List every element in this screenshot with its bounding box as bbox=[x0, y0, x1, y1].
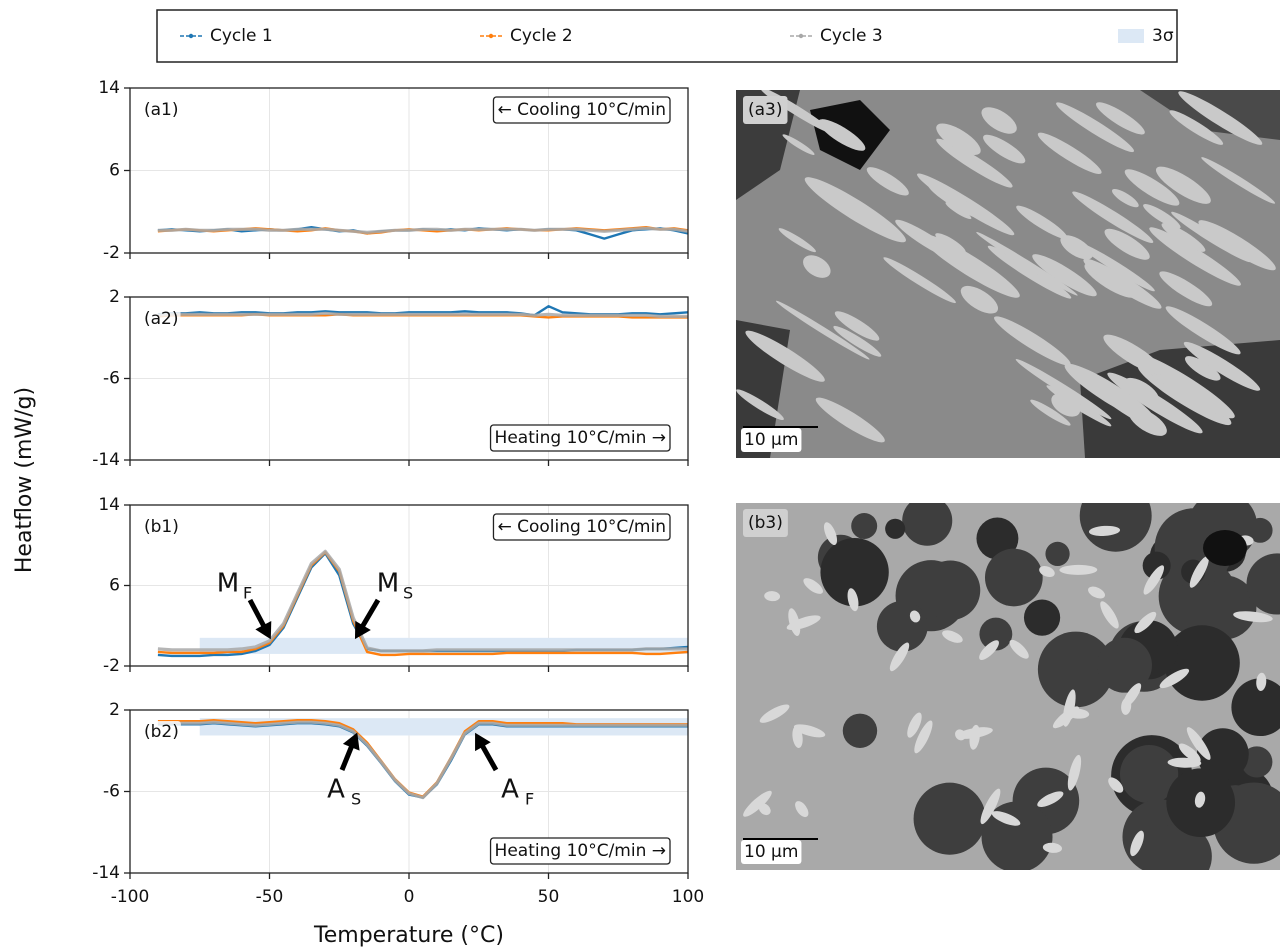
grain bbox=[1045, 542, 1069, 566]
grain bbox=[902, 496, 952, 546]
marker-label: A bbox=[327, 775, 345, 805]
x-tick-label: -50 bbox=[256, 887, 284, 907]
rate-label: Heating 10°C/min → bbox=[495, 428, 666, 448]
y-tick-label: 6 bbox=[109, 161, 120, 181]
y-tick-label: 14 bbox=[98, 495, 120, 515]
legend-swatch bbox=[1118, 29, 1144, 43]
marker-subscript: F bbox=[525, 790, 534, 809]
marker-label: M bbox=[377, 569, 399, 599]
marker-label: M bbox=[217, 569, 239, 599]
x-tick-label: 50 bbox=[538, 887, 560, 907]
legend-label: Cycle 1 bbox=[210, 26, 273, 46]
legend-dot bbox=[799, 34, 803, 38]
y-tick-label: 6 bbox=[109, 576, 120, 596]
grain bbox=[1097, 638, 1152, 693]
scale-bar-label: 10 µm bbox=[744, 430, 798, 450]
panel-label: (a1) bbox=[144, 100, 179, 120]
grain bbox=[1164, 625, 1239, 700]
x-tick-label: 0 bbox=[404, 887, 415, 907]
x-tick-label: 100 bbox=[672, 887, 704, 907]
legend-label: 3σ bbox=[1152, 26, 1174, 46]
panel-label: (b1) bbox=[144, 517, 179, 537]
figure: (a3) 10 µm (b3) 10 µm -2 6 14 (a1) ← Cooling 10°… bbox=[0, 0, 1280, 951]
grain bbox=[885, 519, 905, 539]
image-label: (a3) bbox=[748, 100, 783, 120]
legend-dot bbox=[189, 34, 193, 38]
rate-label: ← Cooling 10°C/min bbox=[497, 517, 666, 537]
legend-label: Cycle 3 bbox=[820, 26, 883, 46]
x-tick-label: -100 bbox=[111, 887, 150, 907]
pore bbox=[1203, 530, 1247, 566]
micrograph-a3 bbox=[734, 84, 1280, 458]
y-tick-label: -14 bbox=[92, 450, 120, 470]
grain bbox=[1024, 599, 1060, 635]
micrograph-b3 bbox=[736, 480, 1280, 889]
y-tick-label: 2 bbox=[109, 700, 120, 720]
y-tick-label: 2 bbox=[109, 287, 120, 307]
grain bbox=[985, 549, 1043, 607]
legend-dot bbox=[489, 34, 493, 38]
y-axis-label: Heatflow (mW/g) bbox=[12, 387, 37, 573]
grain bbox=[1080, 480, 1152, 552]
y-tick-label: -2 bbox=[103, 243, 120, 263]
legend-label: Cycle 2 bbox=[510, 26, 573, 46]
grain bbox=[843, 714, 877, 748]
image-label: (b3) bbox=[748, 513, 783, 533]
y-tick-label: -6 bbox=[103, 369, 120, 389]
panel-label: (b2) bbox=[144, 722, 179, 742]
grain bbox=[914, 783, 986, 855]
marker-subscript: S bbox=[351, 790, 361, 809]
y-tick-label: -2 bbox=[103, 656, 120, 676]
marker-subscript: F bbox=[243, 584, 252, 603]
rate-label: ← Cooling 10°C/min bbox=[497, 100, 666, 120]
grain bbox=[921, 560, 981, 620]
rate-label: Heating 10°C/min → bbox=[495, 841, 666, 861]
marker-subscript: S bbox=[403, 584, 413, 603]
series-line bbox=[158, 551, 688, 651]
scale-bar-label: 10 µm bbox=[744, 842, 798, 862]
y-tick-label: -14 bbox=[92, 863, 120, 883]
grain bbox=[851, 513, 877, 539]
legend-box bbox=[157, 10, 1177, 62]
panel-label: (a2) bbox=[144, 309, 179, 329]
y-tick-label: -6 bbox=[103, 782, 120, 802]
grain bbox=[877, 601, 928, 652]
marker-label: A bbox=[501, 775, 519, 805]
y-tick-label: 14 bbox=[98, 78, 120, 98]
x-axis-label: Temperature (°C) bbox=[313, 923, 504, 948]
